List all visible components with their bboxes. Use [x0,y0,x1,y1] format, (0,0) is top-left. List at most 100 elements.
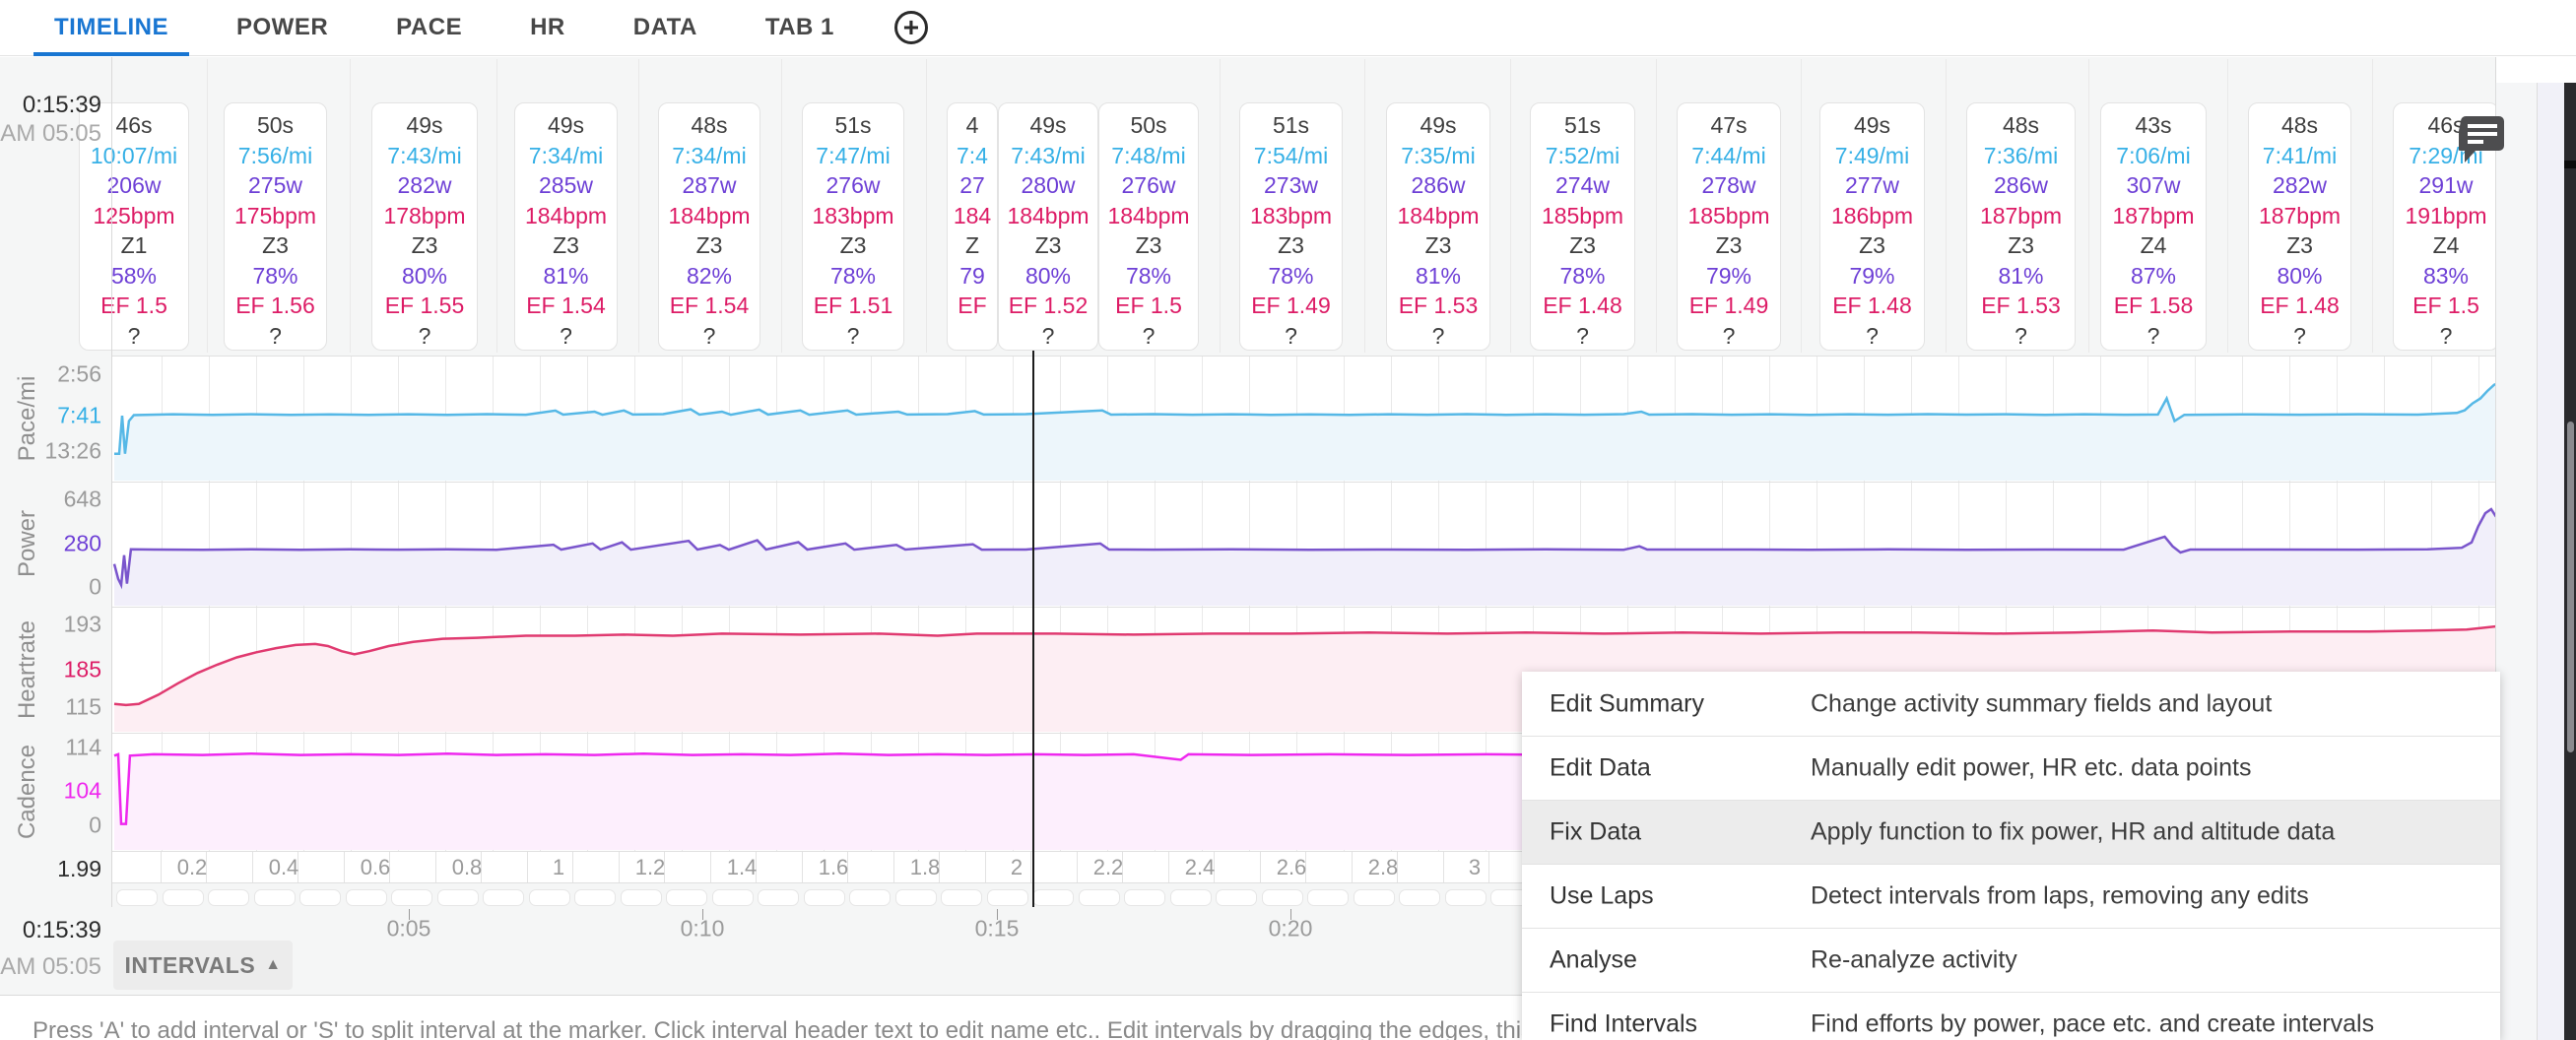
interval-cell[interactable] [116,889,158,906]
interval-dur: 49s [1420,112,1457,138]
interval-card[interactable]: 49s 7:35/mi 286w 184bpm Z3 81% EF 1.53? [1386,102,1490,351]
interval-cell[interactable] [1307,889,1349,906]
interval-zone: Z [964,232,980,258]
time-tick-label: 0:20 [1268,915,1313,942]
interval-more: ? [702,322,716,349]
interval-card[interactable]: 49s 7:43/mi 282w 178bpm Z3 80% EF 1.55? [371,102,478,351]
interval-card[interactable]: 50s 7:48/mi 276w 184bpm Z3 78% EF 1.5? [1098,102,1199,351]
distance-tick-label: 2.8 [1367,855,1399,879]
marker-elapsed-time: 0:15:39 [22,92,101,118]
tab-power[interactable]: POWER [236,14,329,40]
interval-card[interactable]: 51s 7:47/mi 276w 183bpm Z3 78% EF 1.51? [802,102,904,351]
interval-dur: 51s [834,112,872,138]
distance-gridline [1077,852,1078,882]
interval-hr: 184 [953,202,992,228]
distance-gridline [297,852,298,882]
interval-cell[interactable] [208,889,249,906]
tick-pace: 2:56 [57,360,101,387]
tab-timeline[interactable]: TIMELINE [33,0,189,56]
tab-hr[interactable]: HR [530,14,565,40]
tab-tab-1[interactable]: TAB 1 [764,14,834,40]
interval-ef: EF 1.48 [1832,292,1912,318]
interval-card[interactable]: 4 7:4 27 184 Z 79 EF [947,102,998,351]
interval-cell[interactable] [1262,889,1303,906]
interval-cell[interactable] [941,889,982,906]
interval-pow: 286w [1994,172,2048,198]
interval-cell[interactable] [849,889,891,906]
menu-item-edit-summary[interactable]: Edit Summary Change activity summary fiel… [1522,672,2500,736]
interval-card[interactable]: 46s 10:07/mi 206w 125bpm Z1 58% EF 1.5? [79,102,189,351]
interval-cell[interactable] [1354,889,1395,906]
comment-icon[interactable] [2459,115,2506,164]
time-marker-line[interactable] [1032,351,1034,907]
tab-data[interactable]: DATA [632,14,697,40]
interval-cell[interactable] [254,889,296,906]
menu-item-fix-data[interactable]: Fix Data Apply function to fix power, HR … [1522,800,2500,864]
distance-gridline [481,852,482,882]
tick-power: 280 [63,530,101,556]
interval-cell[interactable] [712,889,754,906]
interval-cell[interactable] [1399,889,1440,906]
menu-item-analyse[interactable]: Analyse Re-analyze activity [1522,928,2500,992]
interval-dur: 46s [115,112,153,138]
interval-ef: EF 1.52 [1008,292,1089,318]
interval-cell[interactable] [346,889,387,906]
menu-item-description: Change activity summary fields and layou… [1811,689,2273,717]
interval-card[interactable]: 49s 7:49/mi 277w 186bpm Z3 79% EF 1.48? [1819,102,1925,351]
interval-pct: 79% [1705,262,1752,289]
tick-cadence: 0 [89,812,101,838]
interval-card[interactable]: 51s 7:52/mi 274w 185bpm Z3 78% EF 1.48? [1530,102,1635,351]
interval-cell[interactable] [437,889,479,906]
add-tab-button[interactable]: + [893,11,928,44]
interval-card[interactable]: 50s 7:56/mi 275w 175bpm Z3 78% EF 1.56? [224,102,327,351]
interval-card[interactable]: 43s 7:06/mi 307w 187bpm Z4 87% EF 1.58? [2100,102,2207,351]
interval-cell[interactable] [1445,889,1486,906]
tick-pace: 13:26 [44,437,101,464]
intervals-toggle-button[interactable]: INTERVALS ▲ [113,941,293,990]
menu-item-use-laps[interactable]: Use Laps Detect intervals from laps, remo… [1522,864,2500,928]
interval-card[interactable]: 48s 7:34/mi 287w 184bpm Z3 82% EF 1.54? [658,102,760,351]
interval-cell[interactable] [804,889,845,906]
interval-card[interactable]: 48s 7:41/mi 282w 187bpm Z3 80% EF 1.48? [2248,102,2351,351]
distance-gridline [1030,852,1031,882]
interval-cell[interactable] [1079,889,1120,906]
interval-gap-line [350,59,351,353]
interval-cell[interactable] [666,889,707,906]
distance-tick-label: 3 [1468,855,1482,879]
menu-item-label: Edit Data [1550,753,1651,782]
interval-ef: EF 1.5 [1115,292,1182,318]
interval-cell[interactable] [1170,889,1212,906]
interval-card[interactable]: 49s 7:34/mi 285w 184bpm Z3 81% EF 1.54? [514,102,618,351]
interval-cell[interactable] [895,889,937,906]
interval-cell[interactable] [987,889,1028,906]
interval-cell[interactable] [1124,889,1165,906]
interval-cell[interactable] [529,889,570,906]
interval-cell[interactable] [483,889,524,906]
interval-zone: Z4 [2432,232,2460,258]
interval-card[interactable]: 46s 7:29/mi 291w 191bpm Z4 83% EF 1.5? [2393,102,2499,351]
interval-cell[interactable] [574,889,616,906]
interval-hr: 125bpm [93,202,175,228]
interval-cell[interactable] [621,889,662,906]
menu-item-edit-data[interactable]: Edit Data Manually edit power, HR etc. da… [1522,736,2500,800]
interval-hr: 184bpm [668,202,751,228]
interval-pct: 87% [2130,262,2177,289]
scrollbar-thumb[interactable] [2567,422,2574,752]
interval-card[interactable]: 51s 7:54/mi 273w 183bpm Z3 78% EF 1.49? [1239,102,1343,351]
interval-cell[interactable] [163,889,204,906]
tab-pace[interactable]: PACE [396,14,463,40]
menu-item-find-intervals[interactable]: Find Intervals Find efforts by power, pac… [1522,992,2500,1040]
interval-card[interactable]: 48s 7:36/mi 286w 187bpm Z3 81% EF 1.53? [1966,102,2076,351]
menu-item-description: Find efforts by power, pace etc. and cre… [1811,1009,2375,1038]
interval-card[interactable]: 47s 7:44/mi 278w 185bpm Z3 79% EF 1.49? [1677,102,1781,351]
interval-ef: EF 1.49 [1251,292,1331,318]
distance-gridline [206,852,207,882]
interval-card[interactable]: 49s 7:43/mi 280w 184bpm Z3 80% EF 1.52? [998,102,1098,351]
interval-more: ? [1041,322,1055,349]
interval-cell[interactable] [758,889,799,906]
interval-pace: 7:41/mi [2262,142,2338,168]
interval-cell[interactable] [1216,889,1257,906]
interval-cell[interactable] [299,889,341,906]
interval-cell[interactable] [391,889,432,906]
interval-gap-line [496,59,497,353]
